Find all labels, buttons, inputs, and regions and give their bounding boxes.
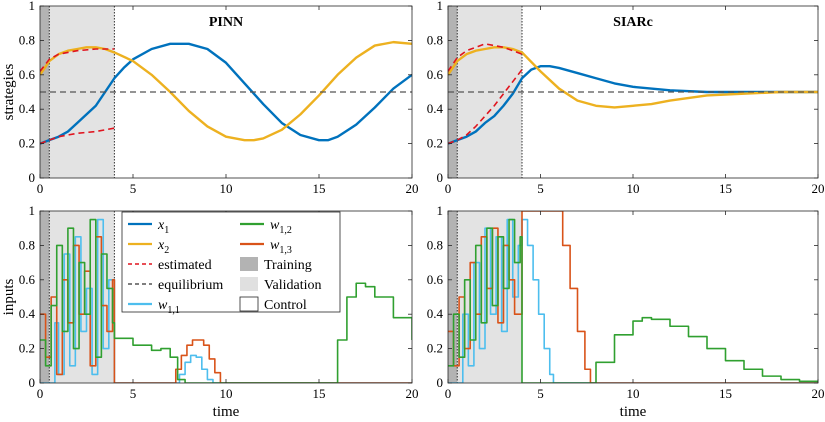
y-tick-label: 0.8 (427, 237, 443, 252)
chart-title: PINN (209, 15, 243, 30)
series-estimated-3 (40, 48, 115, 72)
x-axis-label: time (213, 404, 240, 420)
y-tick-label: 0.6 (427, 272, 444, 287)
y-tick-label: 0.8 (427, 32, 443, 47)
series-w11-0 (448, 218, 818, 383)
x-tick-label: 10 (220, 181, 233, 196)
y-tick-label: 0.4 (427, 306, 444, 321)
legend-label: estimated (158, 258, 212, 273)
x-tick-label: 0 (37, 181, 44, 196)
chart-panel-1: 0 5 10 15 20 0 0.2 0.4 0.6 0.8 1 PINN strategies (1, 0, 419, 196)
y-tick-label: 1 (437, 0, 444, 13)
y-tick-label: 0 (437, 170, 444, 185)
x-tick-label: 5 (130, 386, 137, 401)
y-tick-label: 0.2 (19, 341, 35, 356)
x-tick-label: 10 (220, 386, 233, 401)
series-x2-1 (40, 40, 412, 142)
y-tick-label: 0.6 (19, 67, 36, 82)
x-tick-label: 20 (406, 386, 419, 401)
series-w13-1 (448, 211, 818, 383)
series-estimated-3 (448, 43, 523, 72)
legend-label: Validation (264, 278, 322, 293)
legend-label: x1 (157, 218, 169, 236)
x-axis-label: time (620, 404, 647, 420)
y-tick-label: 0 (29, 375, 36, 390)
x-tick-label: 10 (627, 181, 640, 196)
x-tick-label: 0 (445, 181, 452, 196)
training-region (448, 211, 458, 383)
y-tick-label: 0.4 (19, 306, 36, 321)
series-group (448, 43, 818, 145)
series-x1-0 (40, 42, 412, 145)
legend-label: w1,2 (270, 218, 292, 236)
series-group (40, 40, 412, 145)
chart-title: SIARc (613, 15, 653, 30)
y-tick-label: 0 (437, 375, 444, 390)
y-axis-label: strategies (1, 64, 17, 121)
x-tick-label: 5 (130, 181, 137, 196)
y-tick-label: 0 (29, 170, 36, 185)
y-tick-label: 0.6 (427, 67, 444, 82)
series-x1-0 (448, 65, 818, 145)
series-estimated-2 (448, 69, 523, 145)
x-tick-label: 5 (537, 181, 544, 196)
y-axis-label: inputs (1, 279, 17, 316)
x-tick-label: 20 (812, 181, 825, 196)
y-tick-label: 0.2 (19, 136, 35, 151)
y-tick-label: 1 (29, 0, 36, 13)
y-tick-label: 0.4 (19, 101, 36, 116)
y-tick-label: 0.8 (19, 32, 35, 47)
series-group (40, 218, 412, 383)
y-tick-label: 0.8 (19, 237, 35, 252)
series-w12-2 (40, 218, 412, 383)
chart-panel-4: 0 5 10 15 20 0 0.2 0.4 0.6 0.8 1 time (427, 203, 825, 420)
x-tick-label: 15 (719, 181, 732, 196)
y-tick-label: 1 (29, 203, 36, 218)
series-x2-1 (448, 46, 818, 109)
series-w11-0 (40, 218, 412, 383)
x-tick-label: 5 (537, 386, 544, 401)
y-tick-label: 0.2 (427, 341, 443, 356)
training-region (40, 211, 50, 383)
legend-label: equilibrium (158, 278, 223, 293)
x-tick-label: 20 (406, 181, 419, 196)
legend-swatch-validation (240, 277, 258, 291)
legend: x1 x2 estimated equilibrium w1,1 w1,2 w1,3 Trai… (121, 211, 341, 316)
x-tick-label: 15 (719, 386, 732, 401)
x-tick-label: 20 (812, 386, 825, 401)
legend-label: Training (264, 258, 312, 273)
legend-label: Control (264, 298, 307, 313)
series-group (448, 211, 818, 383)
legend-label: w1,1 (158, 298, 180, 316)
chart-panel-2: 0 5 10 15 20 0 0.2 0.4 0.6 0.8 1 SIARc (427, 0, 825, 196)
y-tick-label: 1 (437, 203, 444, 218)
series-w12-2 (448, 218, 818, 383)
legend-swatch-training (240, 257, 258, 271)
x-tick-label: 0 (445, 386, 452, 401)
x-tick-label: 15 (313, 181, 326, 196)
y-tick-label: 0.2 (427, 136, 443, 151)
legend-label: x2 (157, 238, 169, 256)
x-tick-label: 10 (627, 386, 640, 401)
x-tick-label: 15 (313, 386, 326, 401)
legend-box (121, 211, 341, 313)
chart-panel-3: 0 5 10 15 20 0 0.2 0.4 0.6 0.8 1 inputs time (1, 203, 419, 420)
series-estimated-2 (40, 127, 115, 145)
y-tick-label: 0.6 (19, 272, 36, 287)
legend-swatch-control (239, 296, 259, 312)
y-tick-label: 0.4 (427, 101, 444, 116)
legend-label: w1,3 (270, 238, 292, 256)
x-tick-label: 0 (37, 386, 44, 401)
